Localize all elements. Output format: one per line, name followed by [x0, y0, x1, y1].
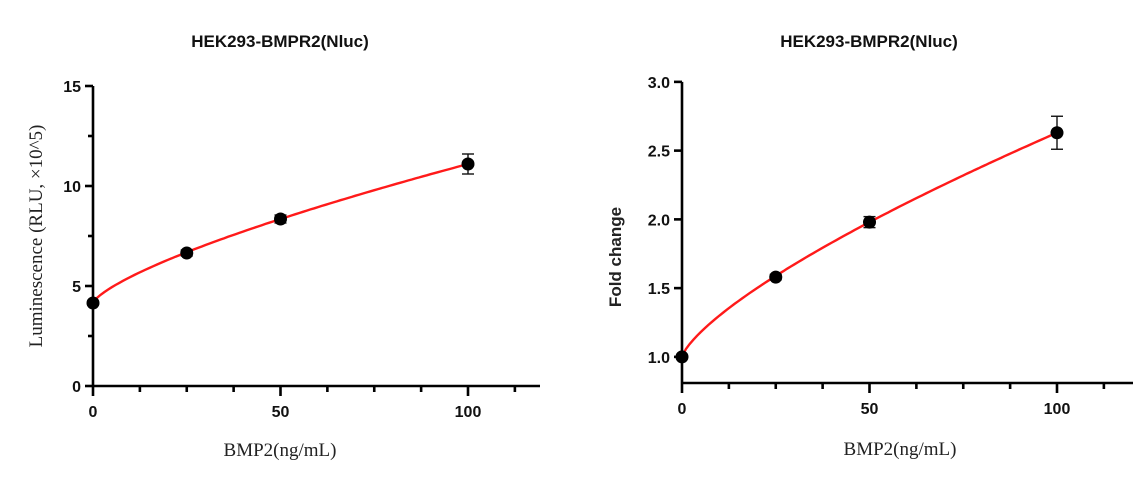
left-y-axis: 0 5 10 15	[63, 79, 95, 396]
left-chart: HEK293-BMPR2(Nluc) Luminescence (RLU, ×1…	[26, 32, 540, 461]
left-y-tick-label: 10	[63, 179, 81, 196]
right-y-axis: 1.0 1.5 2.0 2.5 3.0	[648, 75, 684, 383]
right-data-points	[675, 115, 1064, 364]
right-y-axis-label: Fold change	[606, 207, 625, 307]
right-x-tick-label: 50	[861, 401, 879, 418]
right-y-tick-label: 2.0	[648, 212, 670, 229]
right-data-point	[863, 215, 876, 229]
left-data-point	[180, 246, 194, 260]
left-x-tick-label: 0	[89, 404, 98, 421]
right-data-point	[1050, 126, 1064, 140]
right-x-axis-label: BMP2(ng/mL)	[844, 439, 957, 460]
left-y-axis-label: Luminescence (RLU, ×10^5)	[26, 125, 47, 348]
right-y-tick-label: 2.5	[648, 144, 670, 161]
right-y-tick-label: 3.0	[648, 75, 670, 92]
left-x-tick-label: 100	[455, 404, 482, 421]
left-x-axis: 0 50 100	[89, 384, 540, 421]
right-fit-curve	[680, 131, 1058, 358]
right-y-tick-label: 1.0	[648, 350, 670, 367]
left-x-axis-label: BMP2(ng/mL)	[224, 440, 337, 461]
right-y-tick-label: 1.5	[648, 281, 670, 298]
left-x-tick-label: 50	[272, 404, 290, 421]
right-x-axis: 0 50 100	[678, 381, 1133, 418]
left-data-point	[461, 157, 475, 171]
right-data-point	[769, 270, 783, 284]
left-chart-title: HEK293-BMPR2(Nluc)	[191, 32, 369, 51]
left-y-tick-label: 0	[72, 379, 81, 396]
right-x-tick-label: 0	[678, 401, 687, 418]
right-data-point	[675, 350, 689, 364]
left-fit-curve	[92, 162, 469, 304]
left-y-tick-label: 5	[72, 279, 81, 296]
right-x-tick-label: 100	[1044, 401, 1071, 418]
right-chart-title: HEK293-BMPR2(Nluc)	[780, 32, 958, 51]
left-y-tick-label: 15	[63, 79, 81, 96]
left-data-point	[274, 212, 287, 226]
right-chart: HEK293-BMPR2(Nluc) Fold change BMP2(ng/m…	[606, 32, 1133, 460]
left-data-point	[86, 296, 100, 310]
left-data-points	[86, 153, 475, 310]
